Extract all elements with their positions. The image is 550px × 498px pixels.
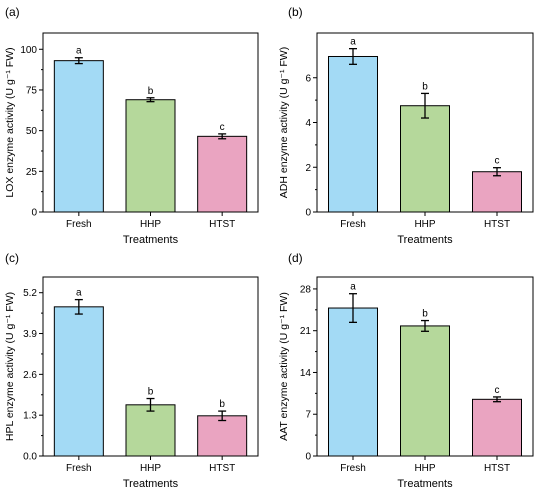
significance-letter: b (148, 387, 154, 398)
bar-hhp (125, 99, 176, 213)
bar-htst (197, 415, 248, 457)
y-tick-label: 7 (305, 410, 311, 421)
y-axis-label: HPL enzyme activity (U g⁻¹ FW) (4, 292, 16, 441)
x-tick-label: HHP (414, 463, 435, 474)
x-tick-label: HTST (484, 463, 510, 474)
x-tick-label: HHP (140, 219, 161, 230)
bar-htst (472, 171, 522, 213)
significance-letter: a (76, 46, 82, 57)
significance-letter: b (148, 86, 154, 97)
x-axis-label: Treatments (123, 234, 179, 246)
y-tick-label: 50 (26, 126, 38, 137)
y-tick-label: 2 (305, 163, 311, 174)
bar-fresh (328, 307, 378, 457)
y-tick-label: 2.6 (23, 370, 37, 381)
panel-label: (d) (288, 251, 303, 265)
significance-letter: b (422, 81, 428, 92)
x-axis-label: Treatments (123, 478, 179, 490)
y-tick-label: 75 (26, 85, 38, 96)
y-tick-label: 25 (26, 167, 38, 178)
x-tick-label: HTST (209, 463, 235, 474)
bar-htst (472, 398, 522, 457)
panel-label: (a) (5, 5, 20, 19)
y-tick-label: 21 (300, 326, 312, 337)
y-axis-label: ADH enzyme activity (U g⁻¹ FW) (278, 47, 290, 198)
significance-letter: b (422, 309, 428, 320)
panel-label: (b) (288, 5, 303, 19)
y-axis-label: AAT enzyme activity (U g⁻¹ FW) (278, 292, 290, 441)
y-tick-label: 6 (305, 73, 311, 84)
bar-hhp (400, 325, 450, 457)
y-tick-label: 0 (31, 208, 37, 219)
significance-letter: a (350, 282, 356, 293)
y-tick-label: 28 (300, 284, 312, 295)
x-tick-label: Fresh (66, 219, 92, 230)
x-tick-label: HHP (414, 219, 435, 230)
significance-letter: c (495, 156, 500, 167)
x-axis-label: Treatments (397, 478, 453, 490)
x-axis-label: Treatments (397, 234, 453, 246)
plot-frame (42, 276, 259, 457)
significance-letter: b (219, 399, 225, 410)
significance-letter: c (220, 122, 225, 133)
y-tick-label: 3.9 (23, 329, 37, 340)
bar-hhp (400, 105, 450, 213)
y-tick-label: 4 (305, 118, 311, 129)
y-tick-label: 14 (300, 368, 312, 379)
panel-b: a Fresh b HHP c HTST 0 2 4 6 Treatments ADH enzyme … (278, 5, 534, 246)
x-tick-label: Fresh (66, 463, 92, 474)
bar-fresh (53, 306, 104, 457)
x-tick-label: HTST (484, 219, 510, 230)
bar-fresh (53, 60, 104, 213)
panel-label: (c) (5, 251, 19, 265)
bar-fresh (328, 55, 378, 213)
significance-letter: a (76, 288, 82, 299)
y-axis-label: LOX enzyme activity (U g⁻¹ FW) (4, 47, 16, 197)
y-tick-label: 1.3 (23, 411, 37, 422)
x-tick-label: Fresh (340, 219, 366, 230)
plot-frame (316, 276, 534, 457)
bar-htst (197, 135, 248, 213)
significance-letter: c (495, 385, 500, 396)
y-tick-label: 100 (20, 45, 37, 56)
significance-letter: a (350, 37, 356, 48)
x-tick-label: Fresh (340, 463, 366, 474)
panel-c: a Fresh b HHP b HTST 0.0 1.3 2.6 3.9 5.2 Treatments… (4, 251, 259, 490)
y-tick-label: 0 (305, 452, 311, 463)
panel-a: a Fresh b HHP c HTST 0 25 50 75 100 Treatments LOX e… (4, 5, 259, 246)
y-tick-label: 0.0 (23, 452, 37, 463)
x-tick-label: HTST (209, 219, 235, 230)
y-tick-label: 0 (305, 208, 311, 219)
panel-d: a Fresh b HHP c HTST 0 7 14 21 28 Treatments AAT enz… (278, 251, 534, 490)
bar-hhp (125, 404, 176, 457)
y-tick-label: 5.2 (23, 288, 37, 299)
plot-frame (42, 32, 259, 213)
x-tick-label: HHP (140, 463, 161, 474)
